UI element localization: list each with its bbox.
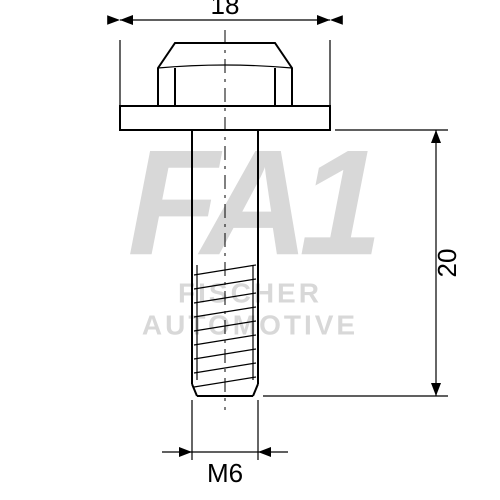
technical-drawing: 18 20 M6: [0, 0, 500, 500]
svg-text:M6: M6: [207, 458, 243, 488]
svg-text:20: 20: [432, 249, 462, 278]
svg-text:18: 18: [211, 0, 240, 20]
